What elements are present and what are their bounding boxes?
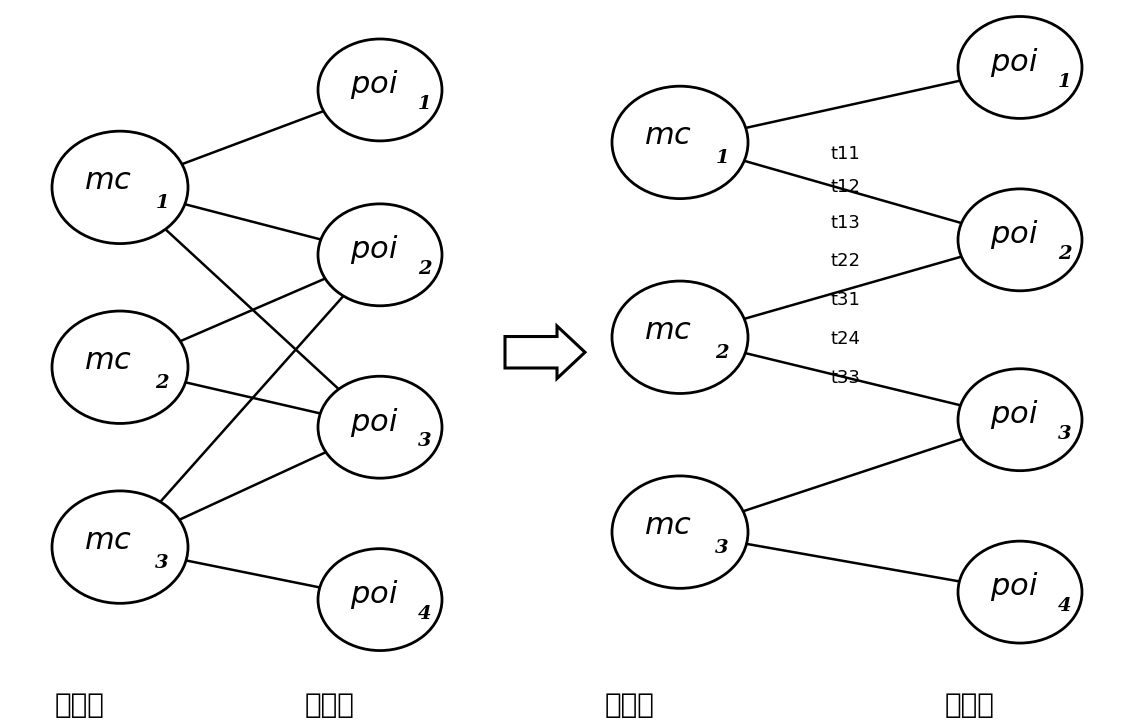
Ellipse shape <box>52 491 188 603</box>
Text: t24: t24 <box>830 330 860 348</box>
Text: $\mathit{poi}$: $\mathit{poi}$ <box>990 571 1038 603</box>
Text: $\mathit{mc}$: $\mathit{mc}$ <box>644 511 691 540</box>
Ellipse shape <box>613 87 748 198</box>
Text: t31: t31 <box>830 291 860 309</box>
Text: $\mathit{poi}$: $\mathit{poi}$ <box>990 218 1038 252</box>
Text: t11: t11 <box>830 145 860 163</box>
Text: $\mathit{mc}$: $\mathit{mc}$ <box>83 346 132 375</box>
Text: t33: t33 <box>830 369 860 387</box>
Text: 3: 3 <box>715 539 729 557</box>
Text: 移动簇: 移动簇 <box>605 691 655 718</box>
Ellipse shape <box>958 369 1082 470</box>
Text: 1: 1 <box>715 149 729 167</box>
Ellipse shape <box>318 377 443 478</box>
Text: 移动簇: 移动簇 <box>55 691 105 718</box>
Text: 2: 2 <box>1057 245 1072 263</box>
Text: $\mathit{poi}$: $\mathit{poi}$ <box>349 578 397 611</box>
Ellipse shape <box>318 549 443 651</box>
Ellipse shape <box>52 131 188 244</box>
Text: $\mathit{mc}$: $\mathit{mc}$ <box>644 121 691 150</box>
Ellipse shape <box>318 204 443 306</box>
Ellipse shape <box>613 476 748 588</box>
Text: 3: 3 <box>418 433 431 451</box>
Text: $\mathit{poi}$: $\mathit{poi}$ <box>349 406 397 438</box>
Text: $\mathit{poi}$: $\mathit{poi}$ <box>349 68 397 101</box>
Ellipse shape <box>958 541 1082 643</box>
Text: 兴趣点: 兴趣点 <box>945 691 995 718</box>
Text: 1: 1 <box>155 194 169 212</box>
Text: 4: 4 <box>1057 598 1072 615</box>
Text: $\mathit{poi}$: $\mathit{poi}$ <box>349 233 397 266</box>
Text: 1: 1 <box>1057 73 1072 91</box>
Text: 1: 1 <box>418 95 431 113</box>
Text: 2: 2 <box>155 374 169 392</box>
Text: $\mathit{poi}$: $\mathit{poi}$ <box>990 46 1038 79</box>
Text: $\mathit{mc}$: $\mathit{mc}$ <box>83 526 132 555</box>
Text: $\mathit{mc}$: $\mathit{mc}$ <box>644 316 691 345</box>
Text: t12: t12 <box>830 178 860 196</box>
Text: $\mathit{poi}$: $\mathit{poi}$ <box>990 398 1038 431</box>
Ellipse shape <box>318 39 443 141</box>
Text: 兴趣点: 兴趣点 <box>305 691 355 718</box>
Ellipse shape <box>613 281 748 393</box>
Ellipse shape <box>52 311 188 423</box>
FancyArrow shape <box>504 326 586 379</box>
Text: 2: 2 <box>418 260 431 278</box>
Ellipse shape <box>958 17 1082 119</box>
Text: t22: t22 <box>830 252 860 270</box>
Text: 2: 2 <box>715 344 729 362</box>
Ellipse shape <box>958 189 1082 291</box>
Text: $\mathit{mc}$: $\mathit{mc}$ <box>83 166 132 195</box>
Text: 3: 3 <box>155 554 169 572</box>
Text: t13: t13 <box>830 214 860 233</box>
Text: 3: 3 <box>1057 425 1072 443</box>
Text: 4: 4 <box>418 605 431 623</box>
